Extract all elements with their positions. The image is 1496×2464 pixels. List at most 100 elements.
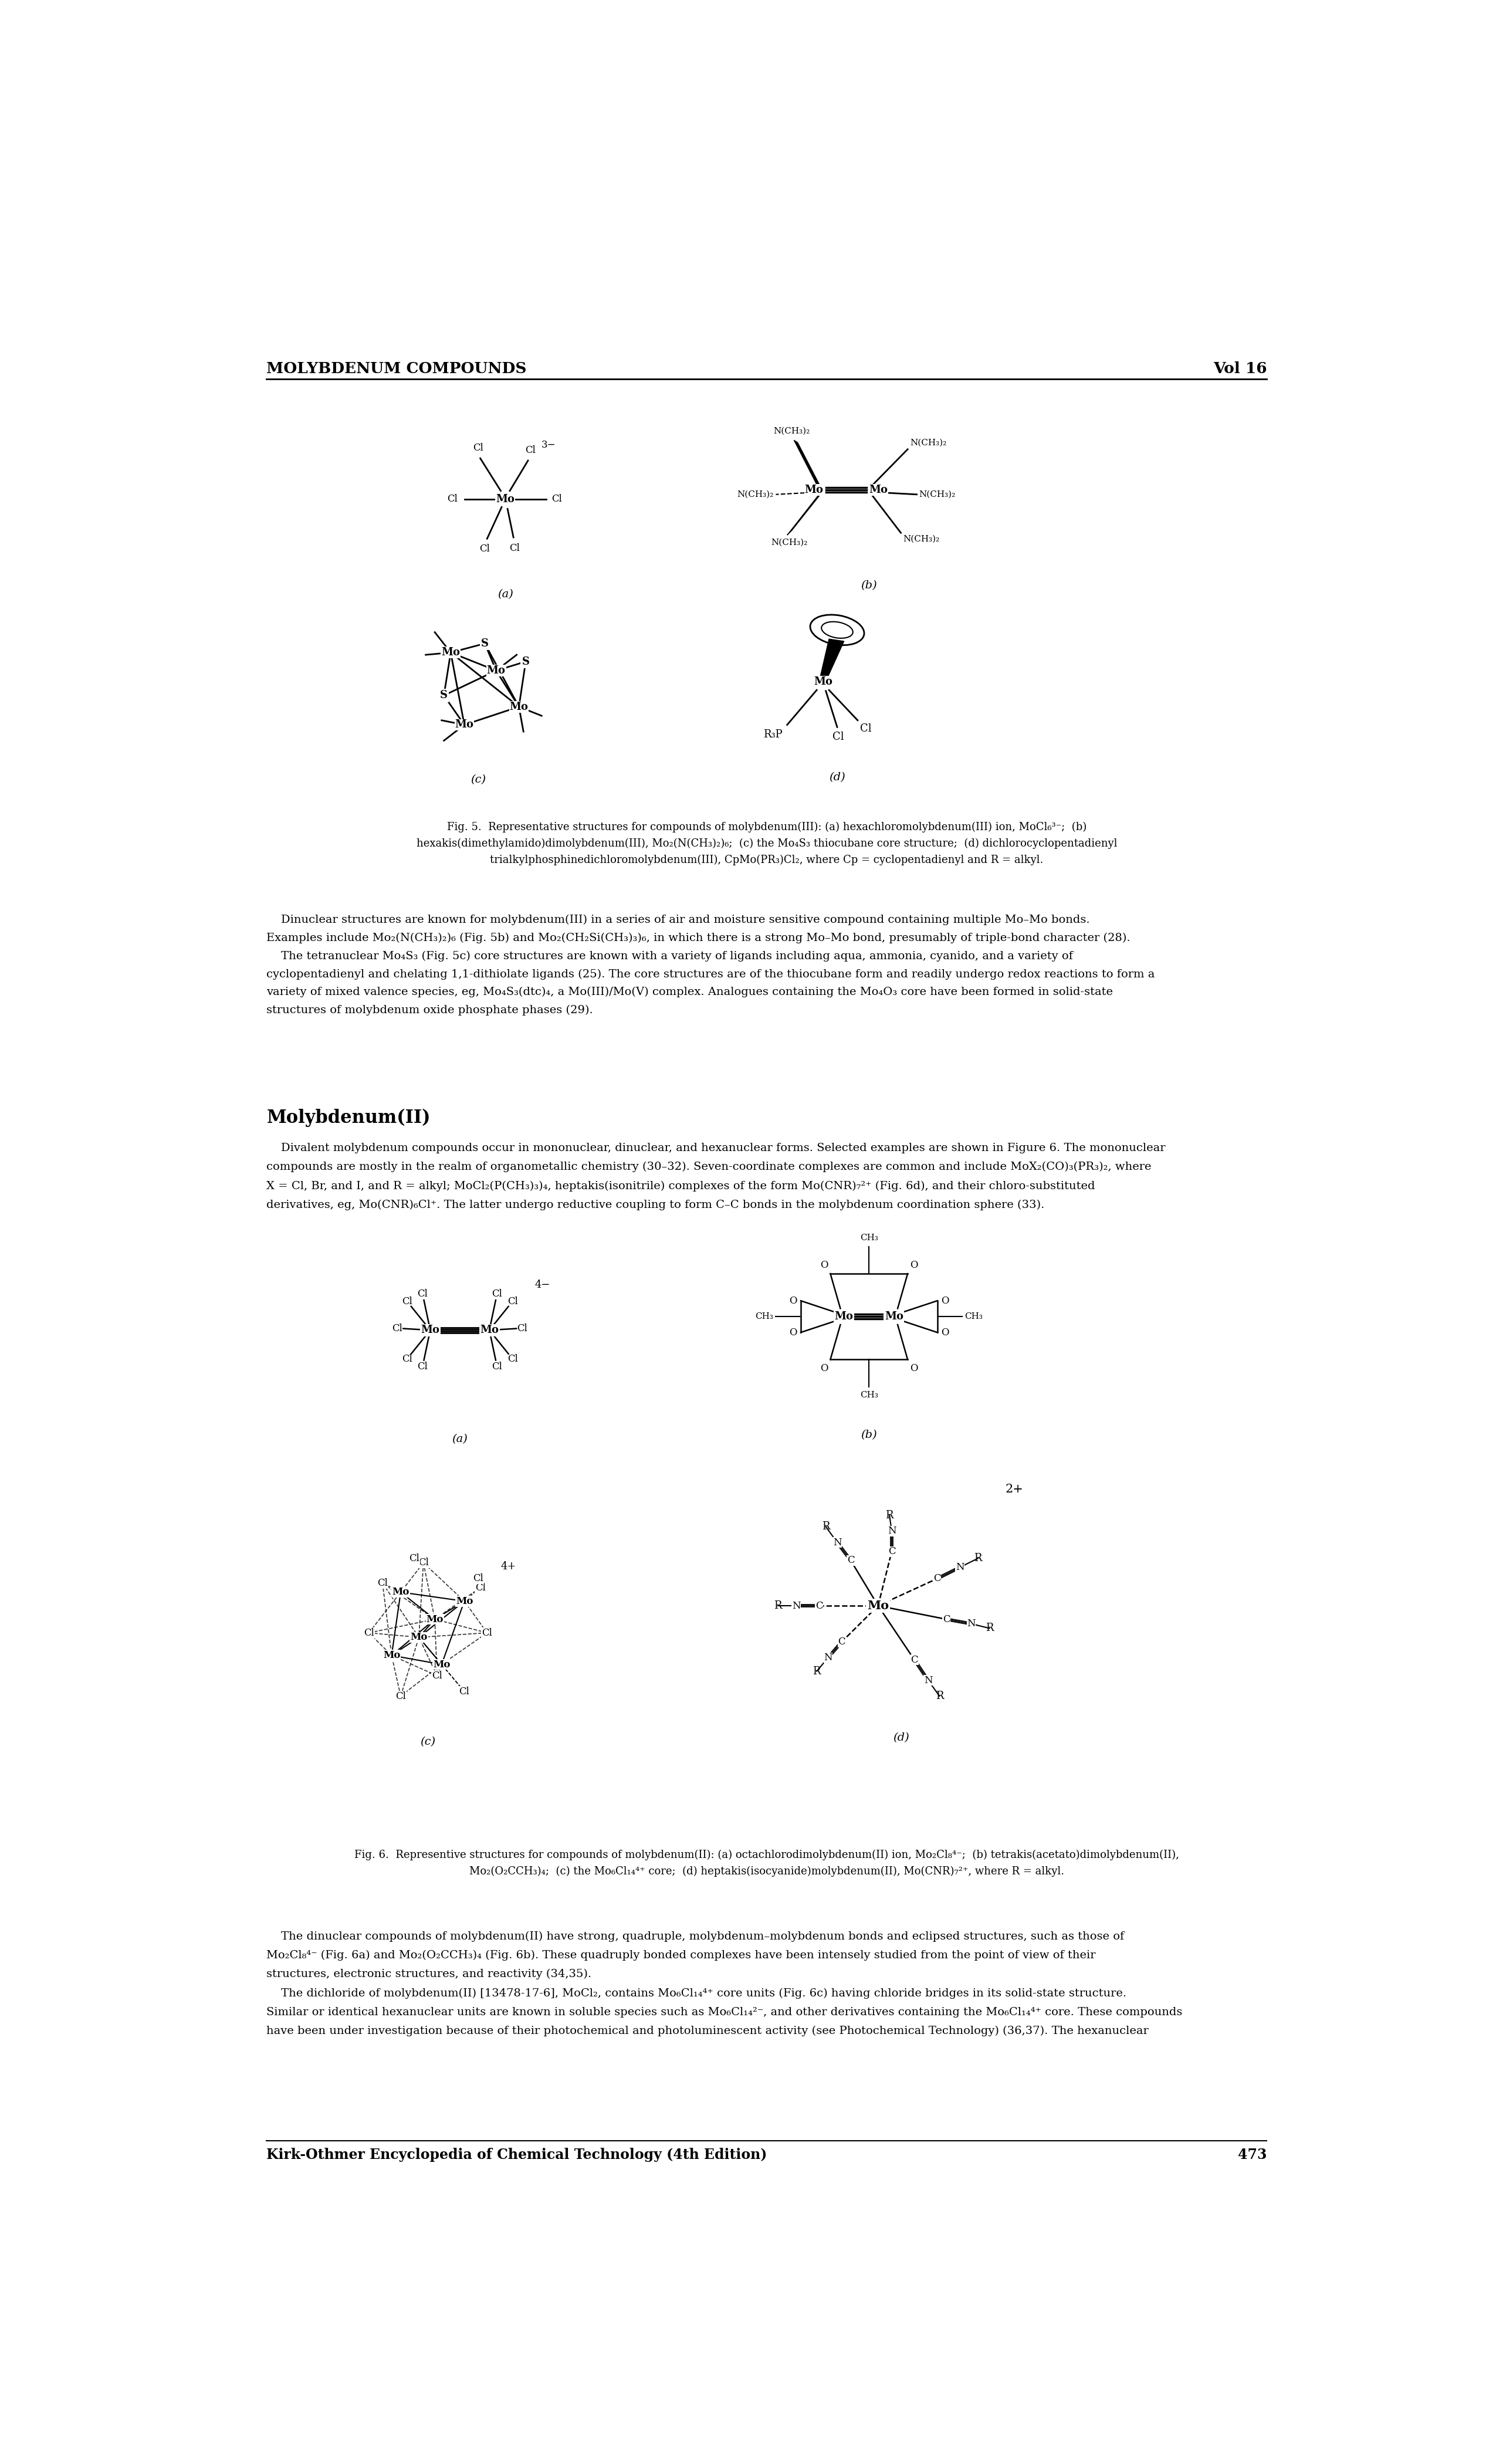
Text: Fig. 6.  Representive structures for compounds of molybdenum(II): (a) octachloro: Fig. 6. Representive structures for comp… — [355, 1850, 1179, 1860]
Text: Mo: Mo — [383, 1651, 401, 1661]
Text: O: O — [790, 1328, 797, 1338]
Text: have been under investigation because of their photochemical and photoluminescen: have been under investigation because of… — [266, 2025, 1149, 2038]
Text: trialkylphosphinedichloromolybdenum(III), CpMo(PR₃)Cl₂, where Cp = cyclopentadie: trialkylphosphinedichloromolybdenum(III)… — [491, 855, 1043, 865]
Text: Kirk-Othmer Encyclopedia of Chemical Technology (4th Edition): Kirk-Othmer Encyclopedia of Chemical Tec… — [266, 2149, 767, 2161]
Text: S: S — [482, 638, 489, 648]
Text: Mo: Mo — [510, 702, 528, 712]
Text: O: O — [790, 1296, 797, 1306]
Text: R: R — [821, 1520, 830, 1533]
Text: Cl: Cl — [402, 1353, 413, 1365]
Text: Cl: Cl — [473, 444, 483, 453]
Text: N: N — [966, 1619, 975, 1629]
Text: Vol 16: Vol 16 — [1213, 362, 1267, 377]
Text: compounds are mostly in the realm of organometallic chemistry (30–32). Seven-coo: compounds are mostly in the realm of org… — [266, 1161, 1152, 1173]
Text: Mo: Mo — [868, 1599, 889, 1611]
Text: C: C — [815, 1602, 823, 1611]
Text: Mo: Mo — [441, 648, 461, 658]
Text: C: C — [847, 1555, 854, 1565]
Text: Divalent molybdenum compounds occur in mononuclear, dinuclear, and hexanuclear f: Divalent molybdenum compounds occur in m… — [266, 1143, 1165, 1153]
Text: Fig. 5.  Representative structures for compounds of molybdenum(III): (a) hexachl: Fig. 5. Representative structures for co… — [447, 823, 1086, 833]
Text: C: C — [889, 1547, 896, 1557]
Text: (b): (b) — [860, 579, 877, 591]
Text: C: C — [911, 1656, 919, 1666]
Text: Cl: Cl — [447, 493, 458, 505]
Text: Cl: Cl — [509, 542, 519, 554]
Text: N: N — [887, 1525, 896, 1535]
Text: R: R — [935, 1690, 944, 1700]
Text: R: R — [812, 1666, 821, 1676]
Text: N: N — [925, 1676, 932, 1685]
Text: N: N — [956, 1562, 965, 1572]
Text: Mo₂(O₂CCH₃)₄;  (c) the Mo₆Cl₁₄⁴⁺ core;  (d) heptakis(isocyanide)molybdenum(II), : Mo₂(O₂CCH₃)₄; (c) the Mo₆Cl₁₄⁴⁺ core; (d… — [470, 1865, 1064, 1878]
Text: N(CH₃)₂: N(CH₃)₂ — [773, 426, 809, 434]
Text: Cl: Cl — [525, 446, 536, 456]
Text: C: C — [934, 1574, 941, 1584]
Text: The dichloride of molybdenum(II) [13478-17-6], MoCl₂, contains Mo₆Cl₁₄⁴⁺ core un: The dichloride of molybdenum(II) [13478-… — [266, 1988, 1126, 1998]
Text: Cl: Cl — [552, 493, 562, 505]
Text: The dinuclear compounds of molybdenum(II) have strong, quadruple, molybdenum–mol: The dinuclear compounds of molybdenum(II… — [266, 1932, 1125, 1942]
Text: N(CH₃)₂: N(CH₃)₂ — [910, 439, 947, 446]
Text: (c): (c) — [470, 774, 486, 786]
Text: (d): (d) — [829, 771, 845, 784]
Text: O: O — [910, 1259, 919, 1269]
Text: 4−: 4− — [536, 1279, 551, 1291]
Text: O: O — [941, 1296, 948, 1306]
Text: Cl: Cl — [364, 1629, 374, 1639]
Text: S: S — [522, 655, 530, 668]
Text: Cl: Cl — [402, 1296, 413, 1306]
Text: CH₃: CH₃ — [860, 1234, 878, 1242]
Polygon shape — [794, 441, 821, 488]
Text: O: O — [910, 1363, 919, 1372]
Text: R: R — [886, 1510, 893, 1520]
Text: Cl: Cl — [417, 1363, 428, 1372]
Text: Mo: Mo — [869, 485, 887, 495]
Text: Cl: Cl — [473, 1574, 483, 1584]
Text: Molybdenum(II): Molybdenum(II) — [266, 1109, 431, 1126]
Text: Cl: Cl — [492, 1363, 503, 1372]
Text: Cl: Cl — [417, 1289, 428, 1299]
Text: N(CH₃)₂: N(CH₃)₂ — [919, 490, 956, 498]
Text: (d): (d) — [893, 1732, 910, 1742]
Polygon shape — [787, 493, 823, 535]
Text: derivatives, eg, Mo(CNR)₆Cl⁺. The latter undergo reductive coupling to form C–C : derivatives, eg, Mo(CNR)₆Cl⁺. The latter… — [266, 1200, 1044, 1210]
Text: Mo: Mo — [814, 678, 833, 687]
Text: hexakis(dimethylamido)dimolybdenum(III), Mo₂(N(CH₃)₂)₆;  (c) the Mo₄S₃ thiocuban: hexakis(dimethylamido)dimolybdenum(III),… — [416, 838, 1118, 850]
Text: N: N — [824, 1653, 832, 1663]
Text: Mo: Mo — [884, 1311, 904, 1321]
Text: N: N — [833, 1538, 841, 1547]
Text: S: S — [440, 690, 447, 700]
Text: Cl: Cl — [408, 1552, 419, 1562]
Text: Mo: Mo — [456, 1597, 473, 1607]
Text: Similar or identical hexanuclear units are known in soluble species such as Mo₆C: Similar or identical hexanuclear units a… — [266, 2006, 1182, 2018]
Text: Mo: Mo — [392, 1587, 410, 1597]
Text: Mo: Mo — [495, 493, 515, 505]
Text: Cl: Cl — [480, 545, 491, 554]
Text: Mo₂Cl₈⁴⁻ (Fig. 6a) and Mo₂(O₂CCH₃)₄ (Fig. 6b). These quadruply bonded complexes : Mo₂Cl₈⁴⁻ (Fig. 6a) and Mo₂(O₂CCH₃)₄ (Fig… — [266, 1949, 1095, 1961]
Text: MOLYBDENUM COMPOUNDS: MOLYBDENUM COMPOUNDS — [266, 362, 527, 377]
Text: O: O — [820, 1363, 829, 1372]
Text: R₃P: R₃P — [763, 729, 782, 739]
Text: Cl: Cl — [518, 1323, 528, 1333]
Text: 2+: 2+ — [1005, 1483, 1023, 1496]
Text: structures of molybdenum oxide phosphate phases (29).: structures of molybdenum oxide phosphate… — [266, 1005, 594, 1015]
Text: Cl: Cl — [492, 1289, 503, 1299]
Text: N: N — [791, 1602, 800, 1611]
Text: Cl: Cl — [392, 1323, 402, 1333]
Text: The tetranuclear Mo₄S₃ (Fig. 5c) core structures are known with a variety of lig: The tetranuclear Mo₄S₃ (Fig. 5c) core st… — [266, 951, 1073, 961]
Text: Mo: Mo — [426, 1614, 443, 1624]
Text: N(CH₃)₂: N(CH₃)₂ — [770, 537, 808, 547]
Text: Mo: Mo — [835, 1311, 853, 1321]
Text: 473: 473 — [1237, 2149, 1267, 2161]
Text: O: O — [820, 1259, 829, 1269]
Text: CH₃: CH₃ — [860, 1392, 878, 1400]
Polygon shape — [820, 638, 844, 678]
Text: CH₃: CH₃ — [755, 1313, 773, 1321]
Text: N(CH₃)₂: N(CH₃)₂ — [738, 490, 773, 498]
Text: Mo: Mo — [480, 1326, 498, 1335]
Text: Mo: Mo — [455, 719, 474, 729]
Text: Mo: Mo — [420, 1326, 440, 1335]
Text: Cl: Cl — [432, 1671, 443, 1680]
Text: C: C — [942, 1614, 950, 1624]
Text: Cl: Cl — [419, 1557, 429, 1567]
Text: cyclopentadienyl and chelating 1,1-dithiolate ligands (25). The core structures : cyclopentadienyl and chelating 1,1-dithi… — [266, 968, 1155, 981]
